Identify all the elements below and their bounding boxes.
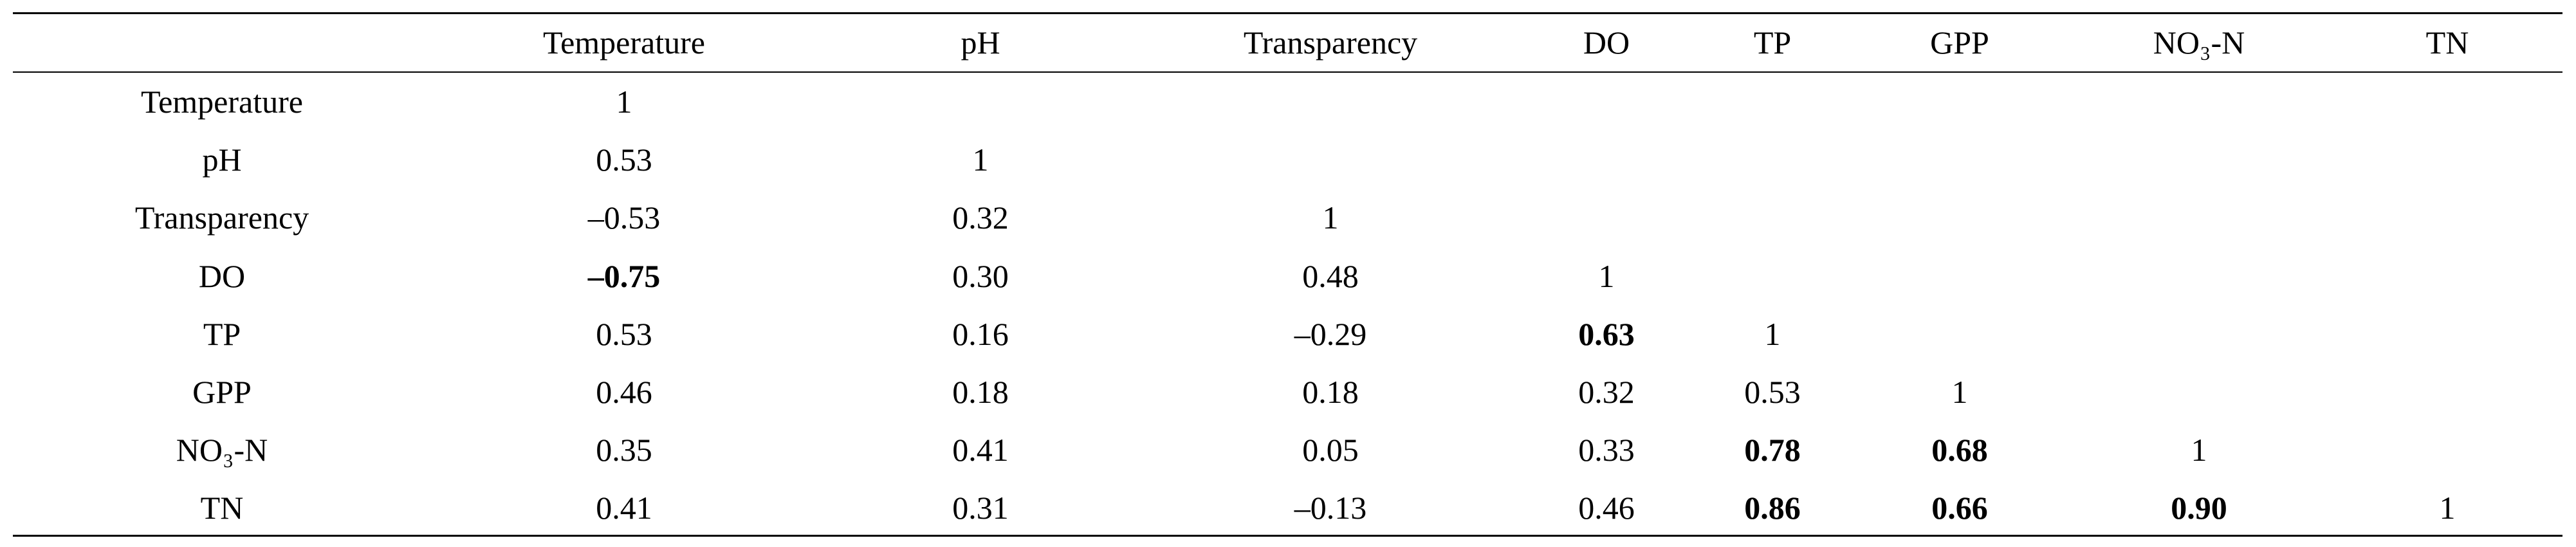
column-header: GPP	[1930, 24, 1989, 60]
table-cell: 0.18	[952, 374, 1009, 410]
table-cell: 0.86	[1744, 490, 1801, 526]
table-cell: 1	[972, 142, 989, 178]
table-cell: 0.31	[952, 490, 1009, 526]
column-header: NO₃-N	[2153, 24, 2245, 60]
table-cell: 0.46	[596, 374, 652, 410]
table-cell: –0.53	[587, 199, 661, 236]
header-rule	[13, 71, 2562, 73]
column-header: DO	[1583, 24, 1630, 60]
row-label: TN	[200, 490, 244, 526]
column-header: Temperature	[543, 24, 705, 60]
table-cell: 0.35	[596, 432, 652, 468]
table-cell: 1	[1764, 315, 1781, 352]
table-cell: 0.68	[1931, 432, 1988, 468]
table-cell: 0.30	[952, 257, 1009, 294]
row-label: NO₃-N	[176, 432, 268, 468]
table-cell: 1	[1951, 374, 1968, 410]
table-cell: 0.53	[596, 315, 652, 352]
table-cell: 0.48	[1302, 257, 1359, 294]
table-cell: 0.63	[1578, 315, 1635, 352]
column-header: TN	[2425, 24, 2469, 60]
table-cell: 0.05	[1302, 432, 1359, 468]
table-cell: 0.41	[952, 432, 1009, 468]
table-cell: –0.13	[1294, 490, 1367, 526]
table-cell: 1	[2439, 490, 2456, 526]
row-label: DO	[198, 257, 246, 294]
table-cell: –0.75	[587, 257, 661, 294]
bottom-rule	[13, 535, 2562, 537]
row-label: TP	[203, 315, 241, 352]
table-cell: 0.16	[952, 315, 1009, 352]
table-cell: 1	[1598, 257, 1615, 294]
table-cell: 1	[1322, 199, 1339, 236]
table-cell: 0.90	[2171, 490, 2227, 526]
table-cell: 0.33	[1578, 432, 1635, 468]
column-header: Transparency	[1243, 24, 1418, 60]
table-cell: 1	[616, 84, 632, 120]
table-cell: –0.29	[1294, 315, 1367, 352]
row-label: Temperature	[141, 84, 303, 120]
table-cell: 0.41	[596, 490, 652, 526]
column-header: pH	[961, 24, 1000, 60]
table-cell: 0.78	[1744, 432, 1801, 468]
column-header: TP	[1753, 24, 1792, 60]
row-label: pH	[202, 142, 242, 178]
table-cell: 0.32	[1578, 374, 1635, 410]
table-cell: 0.53	[596, 142, 652, 178]
table-cell: 1	[2191, 432, 2207, 468]
top-rule	[13, 12, 2562, 14]
row-label: Transparency	[134, 199, 309, 236]
table-cell: 0.46	[1578, 490, 1635, 526]
row-label: GPP	[192, 374, 252, 410]
table-cell: 0.18	[1302, 374, 1359, 410]
table-cell: 0.32	[952, 199, 1009, 236]
table-cell: 0.53	[1744, 374, 1801, 410]
table-cell: 0.66	[1931, 490, 1988, 526]
